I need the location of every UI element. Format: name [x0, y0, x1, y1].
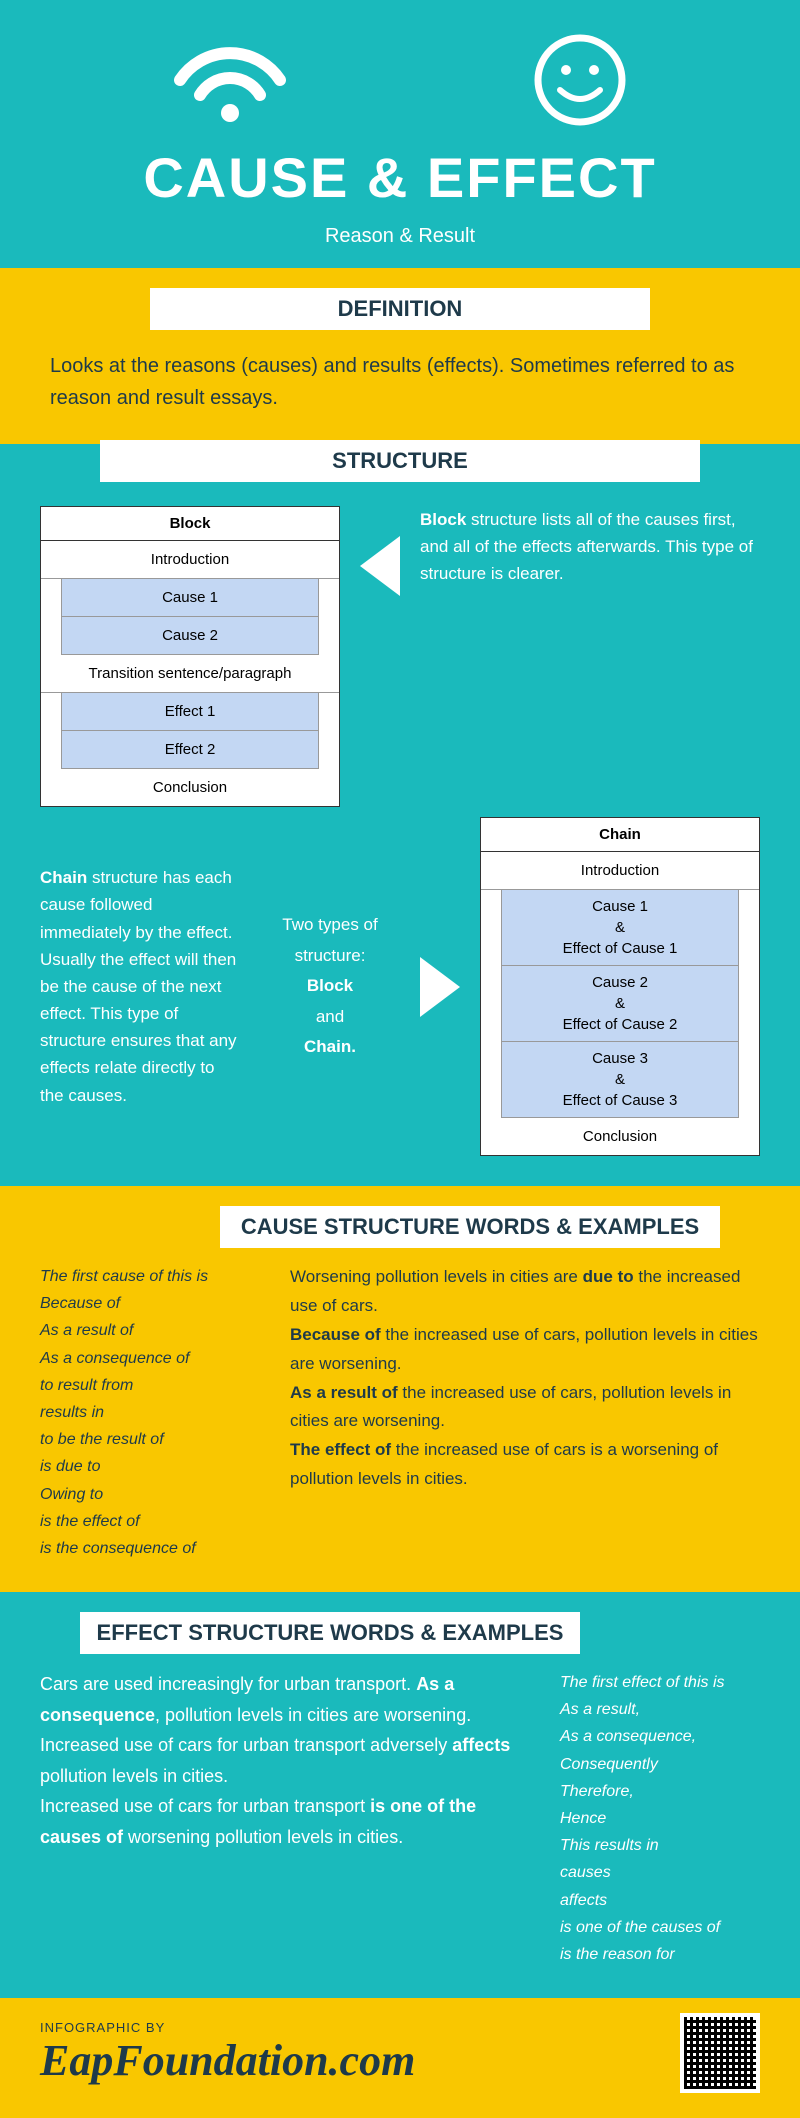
chain-description: Chain structure has each cause followed …: [40, 864, 240, 1109]
word-item: Consequently: [560, 1751, 760, 1778]
word-item: As a consequence of: [40, 1345, 260, 1372]
example-line: Cars are used increasingly for urban tra…: [40, 1669, 530, 1730]
footer-left: INFOGRAPHIC BY EapFoundation.com: [40, 2020, 415, 2086]
word-item: is due to: [40, 1453, 260, 1480]
word-item: results in: [40, 1399, 260, 1426]
main-title: CAUSE & EFFECT: [50, 145, 750, 210]
cause-grid: The first cause of this isBecause ofAs a…: [40, 1263, 760, 1562]
example-line: Because of the increased use of cars, po…: [290, 1321, 760, 1379]
effect-grid: Cars are used increasingly for urban tra…: [40, 1669, 760, 1968]
word-item: Because of: [40, 1290, 260, 1317]
mid-line: Chain.: [304, 1037, 356, 1056]
block-diagram-title: Block: [41, 507, 339, 541]
cause-examples: Worsening pollution levels in cities are…: [290, 1263, 760, 1562]
block-desc-text: structure lists all of the causes first,…: [420, 510, 753, 583]
footer-brand: EapFoundation.com: [40, 2035, 415, 2086]
word-item: is the reason for: [560, 1941, 760, 1968]
arrow-right-icon: [420, 957, 460, 1017]
word-item: Hence: [560, 1805, 760, 1832]
mid-line: Block: [307, 976, 353, 995]
structure-section: STRUCTURE Block Introduction Cause 1 Cau…: [0, 444, 800, 1186]
block-description: Block structure lists all of the causes …: [420, 506, 760, 588]
word-item: causes: [560, 1859, 760, 1886]
effect-words-list: The first effect of this isAs a result,A…: [560, 1669, 760, 1968]
word-item: to result from: [40, 1372, 260, 1399]
qr-code-icon: [680, 2013, 760, 2093]
diagram-row: Effect 1: [61, 693, 319, 731]
example-line: The effect of the increased use of cars …: [290, 1436, 760, 1494]
diagram-row: Cause 1&Effect of Cause 1: [501, 890, 739, 966]
chain-desc-text: structure has each cause followed immedi…: [40, 868, 237, 1105]
diagram-row: Transition sentence/paragraph: [41, 655, 339, 693]
diagram-row: Cause 1: [61, 579, 319, 617]
wifi-icon: [170, 35, 290, 125]
mid-line: Two types of: [282, 915, 377, 934]
chain-desc-bold: Chain: [40, 868, 87, 887]
example-line: As a result of the increased use of cars…: [290, 1379, 760, 1437]
subtitle: Reason & Result: [50, 225, 750, 248]
effect-section: EFFECT STRUCTURE WORDS & EXAMPLES Cars a…: [0, 1592, 800, 1998]
word-item: Therefore,: [560, 1778, 760, 1805]
word-item: The first cause of this is: [40, 1263, 260, 1290]
hero-section: CAUSE & EFFECT Reason & Result: [0, 0, 800, 268]
cause-words-list: The first cause of this isBecause ofAs a…: [40, 1263, 260, 1562]
diagram-row: Cause 2&Effect of Cause 2: [501, 966, 739, 1042]
effect-examples: Cars are used increasingly for urban tra…: [40, 1669, 530, 1968]
chain-diagram-title: Chain: [481, 818, 759, 852]
block-diagram: Block Introduction Cause 1 Cause 2 Trans…: [40, 506, 340, 807]
example-line: Increased use of cars for urban transpor…: [40, 1730, 530, 1791]
definition-text: Looks at the reasons (causes) and result…: [50, 350, 750, 414]
diagram-row: Cause 3&Effect of Cause 3: [501, 1042, 739, 1118]
hero-icons: [50, 30, 750, 130]
chain-diagram: Chain Introduction Cause 1&Effect of Cau…: [480, 817, 760, 1156]
mid-line: and: [316, 1007, 344, 1026]
cause-section: CAUSE STRUCTURE WORDS & EXAMPLES The fir…: [0, 1186, 800, 1592]
diagram-row: Introduction: [481, 852, 759, 890]
footer-label: INFOGRAPHIC BY: [40, 2020, 415, 2035]
block-row: Block Introduction Cause 1 Cause 2 Trans…: [40, 506, 760, 807]
structure-heading: STRUCTURE: [100, 440, 700, 482]
structure-middle-text: Two types of structure: Block and Chain.: [260, 910, 400, 1063]
word-item: Owing to: [40, 1481, 260, 1508]
block-desc-bold: Block: [420, 510, 466, 529]
effect-heading: EFFECT STRUCTURE WORDS & EXAMPLES: [80, 1612, 580, 1654]
infographic: CAUSE & EFFECT Reason & Result DEFINITIO…: [0, 0, 800, 2118]
cause-heading: CAUSE STRUCTURE WORDS & EXAMPLES: [220, 1206, 720, 1248]
word-item: is one of the causes of: [560, 1914, 760, 1941]
example-line: Worsening pollution levels in cities are…: [290, 1263, 760, 1321]
word-item: to be the result of: [40, 1426, 260, 1453]
chain-row: Chain structure has each cause followed …: [40, 817, 760, 1156]
diagram-row: Conclusion: [481, 1118, 759, 1155]
word-item: This results in: [560, 1832, 760, 1859]
word-item: As a consequence,: [560, 1723, 760, 1750]
word-item: is the effect of: [40, 1508, 260, 1535]
footer: INFOGRAPHIC BY EapFoundation.com: [0, 1998, 800, 2118]
diagram-row: Cause 2: [61, 617, 319, 655]
definition-heading: DEFINITION: [150, 288, 650, 330]
word-item: The first effect of this is: [560, 1669, 760, 1696]
word-item: As a result of: [40, 1317, 260, 1344]
arrow-left-icon: [360, 536, 400, 596]
definition-section: DEFINITION Looks at the reasons (causes)…: [0, 268, 800, 444]
smiley-icon: [530, 30, 630, 130]
diagram-row: Introduction: [41, 541, 339, 579]
word-item: is the consequence of: [40, 1535, 260, 1562]
mid-line: structure:: [295, 946, 366, 965]
word-item: affects: [560, 1887, 760, 1914]
word-item: As a result,: [560, 1696, 760, 1723]
example-line: Increased use of cars for urban transpor…: [40, 1791, 530, 1852]
diagram-row: Effect 2: [61, 731, 319, 769]
diagram-row: Conclusion: [41, 769, 339, 806]
